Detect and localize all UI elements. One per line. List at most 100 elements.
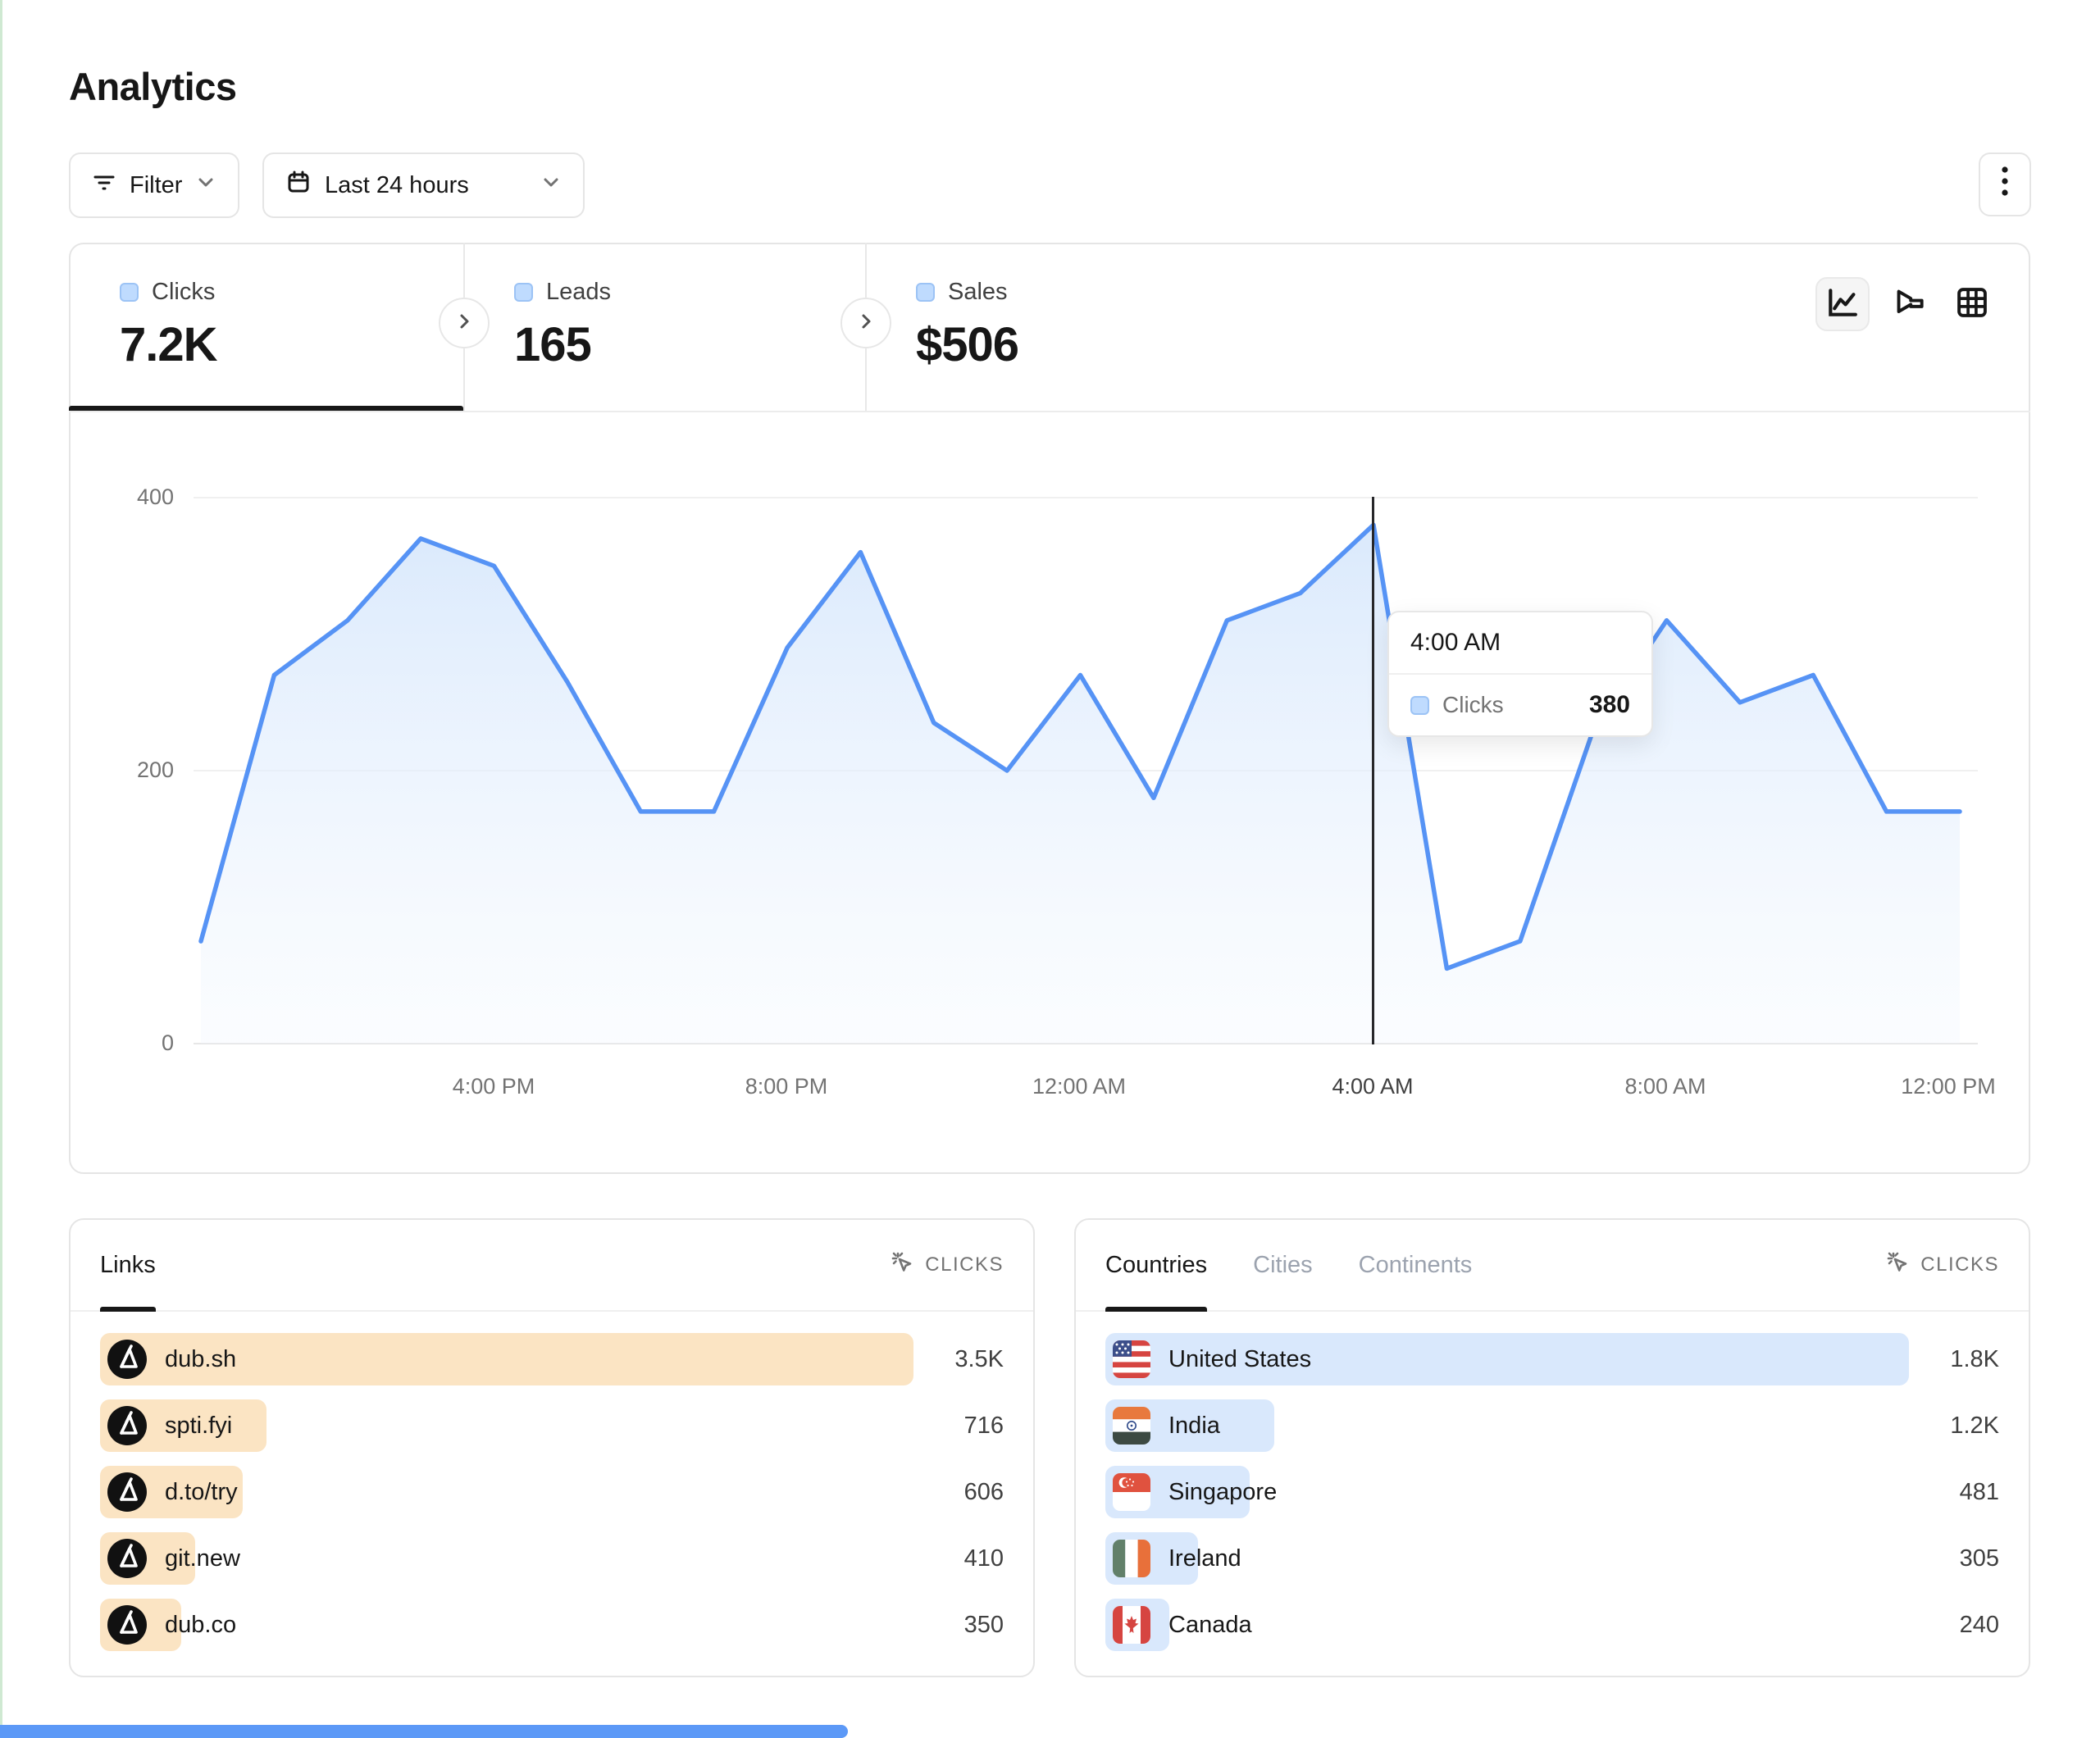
- flag-sg-icon: [1113, 1473, 1150, 1511]
- link-row-dub-co[interactable]: dub.co 350: [100, 1599, 1004, 1651]
- stat-value: $506: [916, 318, 1019, 371]
- link-row-dub-sh[interactable]: dub.sh 3.5K: [100, 1333, 1004, 1385]
- calendar-icon: [285, 169, 312, 202]
- bar-content: d.to/try: [107, 1466, 238, 1518]
- active-stat-underline: [69, 406, 463, 411]
- stat-tab-clicks[interactable]: Clicks 7.2K: [69, 243, 463, 412]
- metric-label: CLICKS: [925, 1253, 1004, 1276]
- filter-label: Filter: [130, 171, 183, 198]
- country-row-canada[interactable]: Canada 240: [1105, 1599, 1999, 1651]
- y-tick: 400: [136, 485, 174, 509]
- view-table-button[interactable]: [1945, 277, 1999, 331]
- clicks-count: 481: [1959, 1478, 1999, 1505]
- x-tick-highlighted: 4:00 AM: [1332, 1074, 1414, 1099]
- line-chart-icon: [1824, 284, 1861, 325]
- clicks-count: 3.5K: [954, 1345, 1004, 1372]
- x-tick: 12:00 PM: [1901, 1074, 1996, 1099]
- clicks-legend-swatch: [120, 283, 139, 302]
- filter-button[interactable]: Filter: [69, 152, 239, 218]
- bar-content: dub.sh: [107, 1333, 236, 1385]
- link-row-spti-fyi[interactable]: spti.fyi 716: [100, 1399, 1004, 1452]
- date-range-label: Last 24 hours: [325, 171, 469, 198]
- hover-crosshair-line: [1372, 497, 1374, 1044]
- bar-track: d.to/try: [100, 1466, 913, 1518]
- bar-track: United States: [1105, 1333, 1909, 1385]
- country-row-ireland[interactable]: Ireland 305: [1105, 1532, 1999, 1585]
- value-bar: [100, 1333, 913, 1385]
- chevron-down-icon: [195, 171, 216, 199]
- link-label: git.new: [165, 1545, 240, 1572]
- sales-legend-swatch: [916, 283, 935, 302]
- tooltip-series-label: Clicks: [1442, 692, 1504, 717]
- country-row-united-states[interactable]: United States 1.8K: [1105, 1333, 1999, 1385]
- chevron-right-icon: [454, 312, 474, 335]
- stats-row-border: [69, 411, 2030, 412]
- country-row-singapore[interactable]: Singapore 481: [1105, 1466, 1999, 1518]
- tab-continents[interactable]: Continents: [1358, 1251, 1473, 1278]
- country-row-india[interactable]: India 1.2K: [1105, 1399, 1999, 1452]
- bar-content: git.new: [107, 1532, 240, 1585]
- value-bar: [1105, 1333, 1909, 1385]
- bar-track: dub.sh: [100, 1333, 913, 1385]
- window-left-edge: [0, 0, 2, 1738]
- bar-content: India: [1113, 1399, 1220, 1452]
- links-metric-selector[interactable]: CLICKS: [889, 1249, 1004, 1281]
- link-row-d-to-try[interactable]: d.to/try 606: [100, 1466, 1004, 1518]
- date-range-button[interactable]: Last 24 hours: [262, 152, 585, 218]
- cursor-click-icon: [889, 1249, 915, 1281]
- table-grid-icon: [1954, 284, 1990, 325]
- view-line-chart-button[interactable]: [1815, 277, 1870, 331]
- stat-label: Clicks: [152, 279, 216, 305]
- dub-logo-icon: [107, 1472, 147, 1512]
- clicks-count: 305: [1959, 1545, 1999, 1572]
- metric-label: CLICKS: [1920, 1253, 1999, 1276]
- bar-content: United States: [1113, 1333, 1311, 1385]
- tooltip-value: 380: [1588, 691, 1630, 718]
- link-label: dub.co: [165, 1611, 237, 1638]
- country-label: Singapore: [1168, 1478, 1278, 1505]
- dub-logo-icon: [107, 1340, 147, 1379]
- country-label: Canada: [1168, 1611, 1252, 1638]
- filter-icon: [92, 170, 116, 201]
- countries-panel: Countries Cities Continents CLICKS Unite…: [1074, 1218, 2030, 1677]
- clicks-area-chart[interactable]: [127, 488, 1972, 1062]
- countries-metric-selector[interactable]: CLICKS: [1884, 1249, 1999, 1281]
- bar-track: spti.fyi: [100, 1399, 913, 1452]
- stat-value: 165: [514, 318, 592, 371]
- stat-label: Leads: [546, 279, 612, 305]
- link-label: d.to/try: [165, 1478, 238, 1505]
- expand-leads-button[interactable]: [840, 298, 891, 348]
- clicks-count: 410: [963, 1545, 1004, 1572]
- country-label: India: [1168, 1412, 1220, 1439]
- bar-track: India: [1105, 1399, 1909, 1452]
- stat-tab-sales[interactable]: Sales $506: [865, 243, 1275, 412]
- dub-logo-icon: [107, 1605, 147, 1645]
- link-row-git-new[interactable]: git.new 410: [100, 1532, 1004, 1585]
- clicks-line: [198, 522, 1962, 971]
- view-funnel-button[interactable]: [1883, 277, 1937, 331]
- tab-links[interactable]: Links: [100, 1220, 156, 1312]
- link-label: spti.fyi: [165, 1412, 233, 1439]
- tab-cities[interactable]: Cities: [1253, 1251, 1313, 1278]
- tooltip-time: 4:00 AM: [1389, 612, 1651, 675]
- bar-content: spti.fyi: [107, 1399, 232, 1452]
- bar-track: Ireland: [1105, 1532, 1909, 1585]
- tab-countries[interactable]: Countries: [1105, 1220, 1208, 1312]
- stat-value: 7.2K: [120, 318, 218, 371]
- bar-track: Canada: [1105, 1599, 1909, 1651]
- leads-legend-swatch: [514, 283, 533, 302]
- chevron-down-icon: [540, 171, 562, 199]
- countries-rows: United States 1.8K India 1.2K Singapore 481 Ir…: [1076, 1312, 2029, 1651]
- funnel-icon: [1892, 284, 1928, 325]
- stat-tab-leads[interactable]: Leads 165: [463, 243, 865, 412]
- more-options-button[interactable]: [1979, 152, 2031, 216]
- clicks-count: 1.2K: [1950, 1412, 1999, 1439]
- bottom-banner-edge: [0, 1725, 848, 1738]
- kebab-menu-icon: [1999, 162, 2011, 207]
- country-label: Ireland: [1168, 1545, 1241, 1572]
- y-tick: 200: [136, 758, 174, 782]
- tooltip-legend-swatch: [1410, 695, 1429, 715]
- expand-clicks-button[interactable]: [439, 298, 490, 348]
- x-tick: 4:00 PM: [452, 1074, 535, 1099]
